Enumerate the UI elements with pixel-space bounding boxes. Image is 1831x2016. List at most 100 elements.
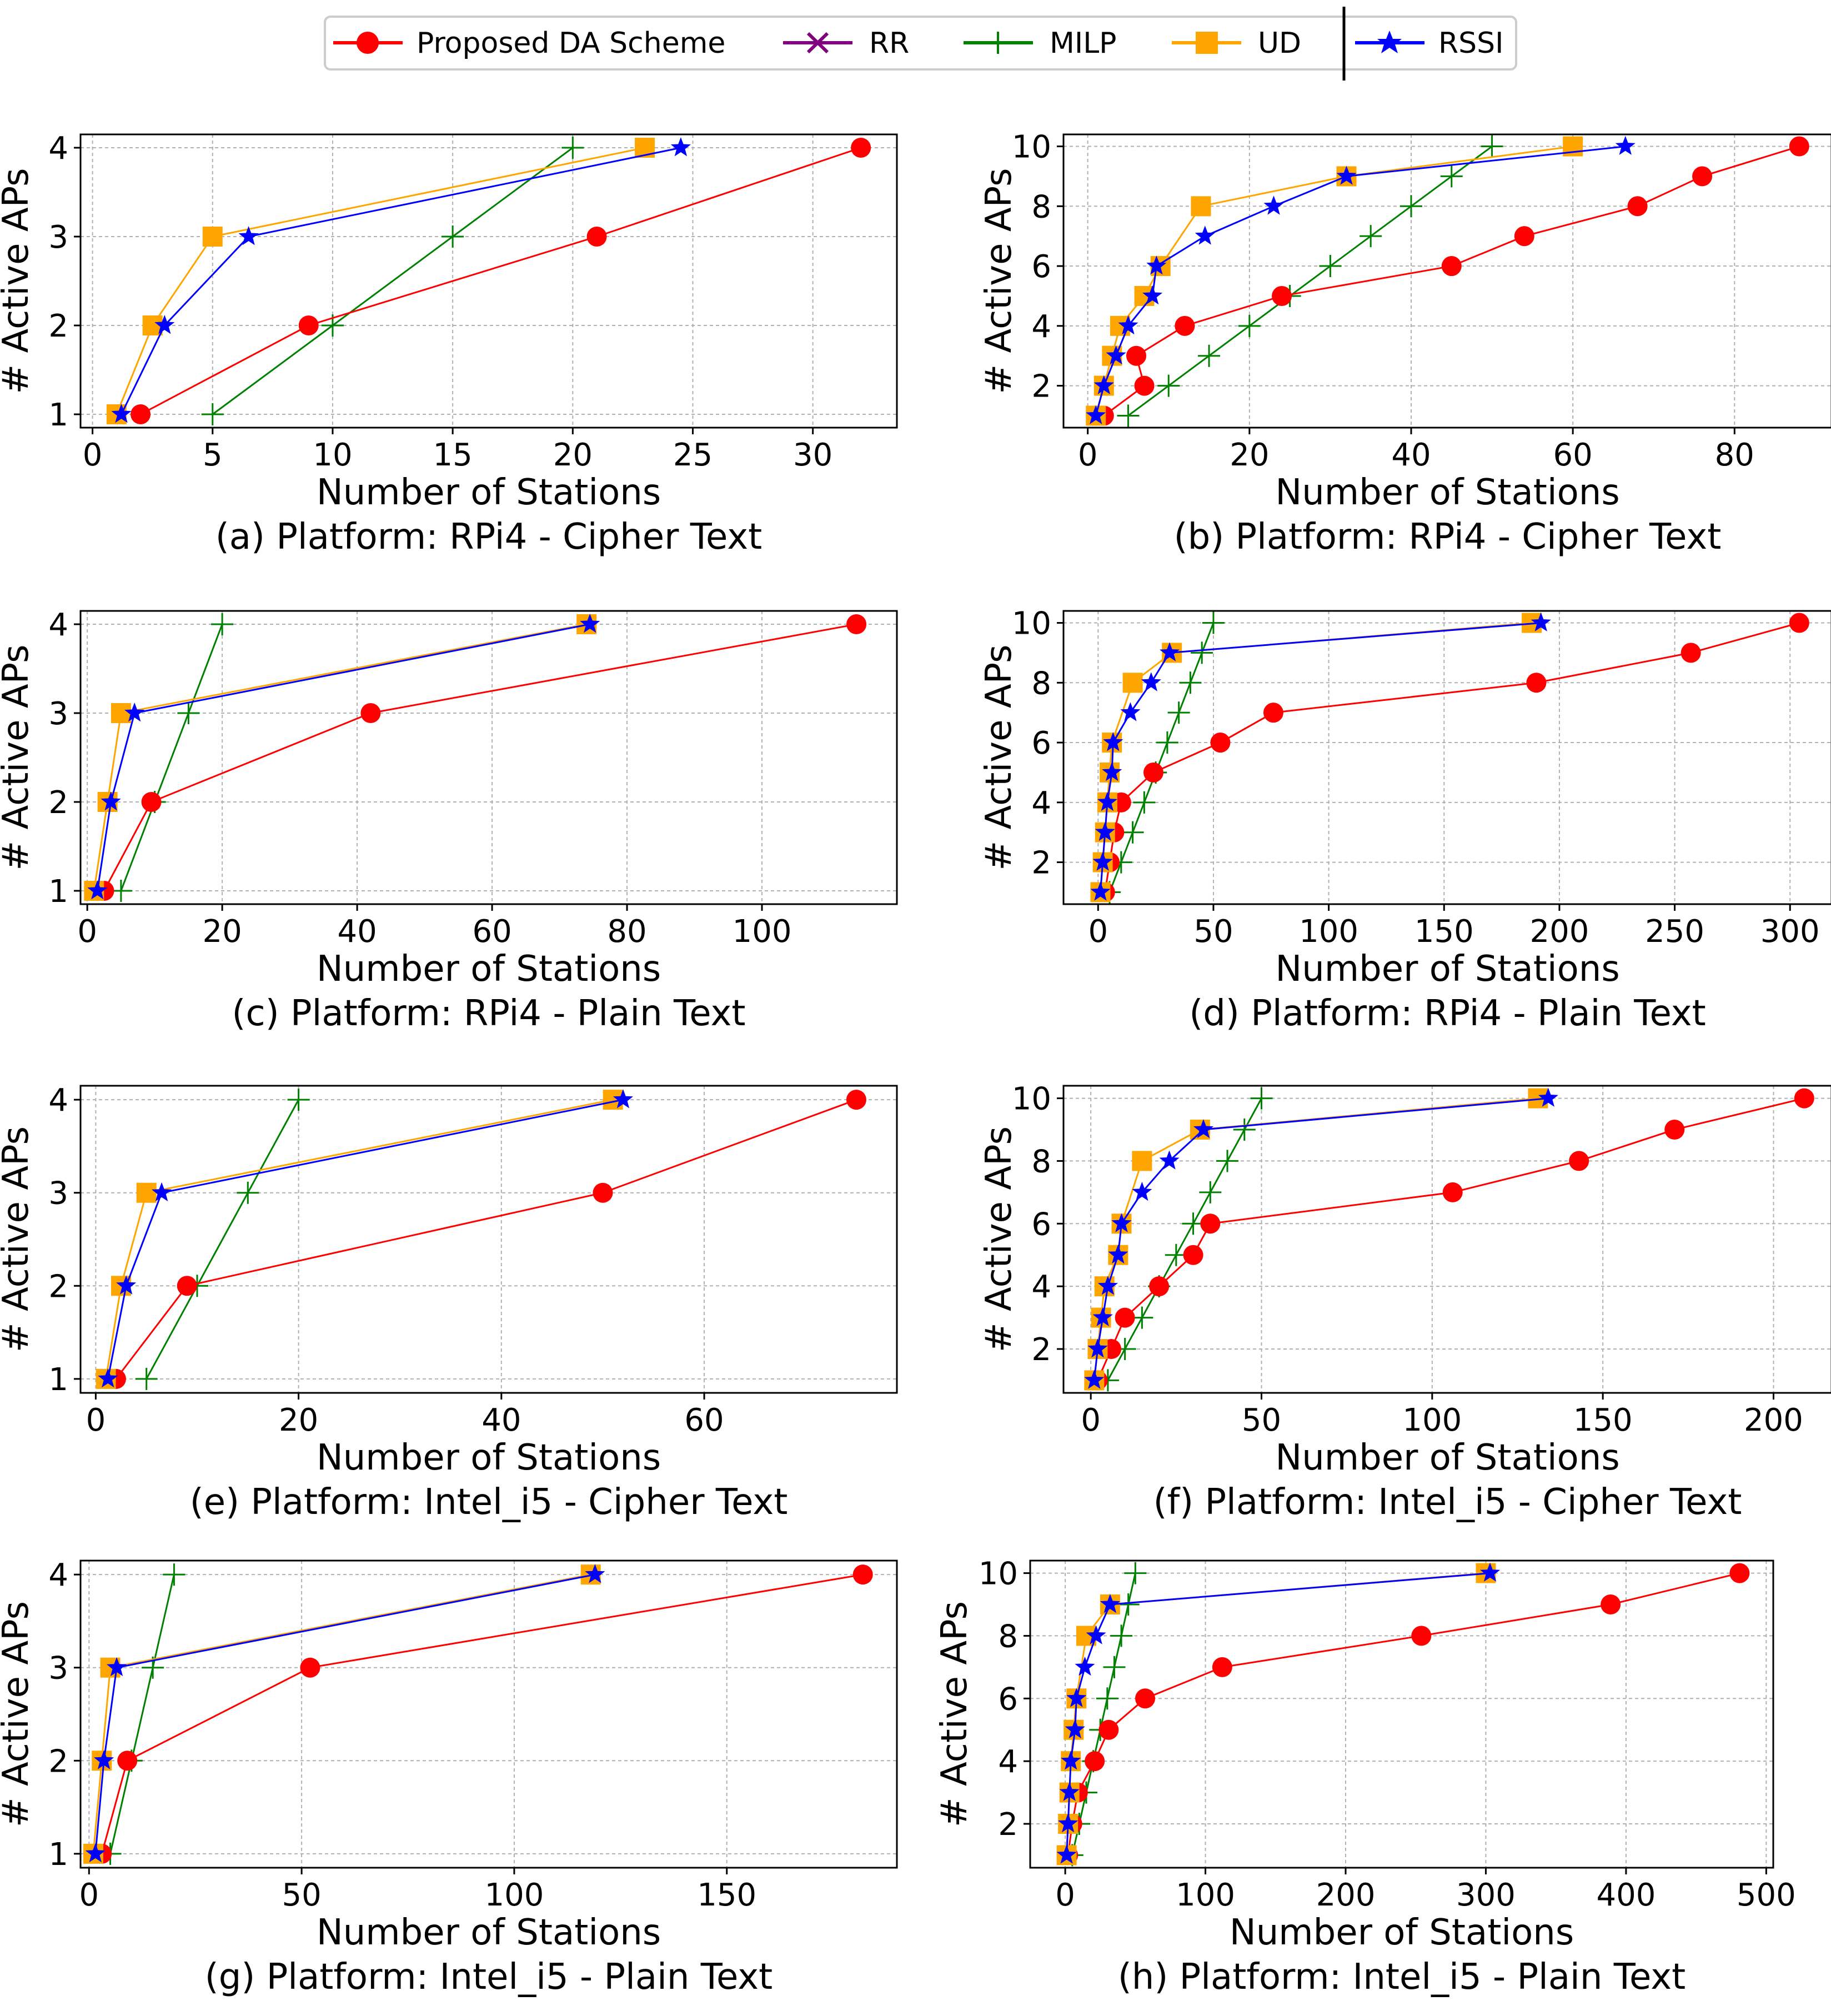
data-point-star bbox=[1193, 1119, 1214, 1139]
data-point-star bbox=[154, 315, 175, 334]
legend-entry-ud: UD bbox=[1172, 27, 1301, 60]
data-point-circle bbox=[1569, 1151, 1589, 1171]
series-ud bbox=[1056, 1563, 1496, 1865]
data-point-circle bbox=[1210, 733, 1231, 753]
series-line bbox=[1100, 622, 1532, 892]
data-point-plus bbox=[1238, 314, 1261, 337]
data-point-star bbox=[1086, 405, 1106, 424]
series-line bbox=[116, 147, 645, 415]
data-point-star bbox=[1160, 642, 1180, 661]
data-point-star bbox=[1195, 225, 1215, 245]
data-point-circle bbox=[1411, 1626, 1432, 1646]
series-line bbox=[120, 624, 223, 891]
data-point-plus bbox=[1117, 1593, 1140, 1616]
data-point-plus bbox=[442, 225, 464, 248]
data-point-circle bbox=[593, 1182, 613, 1203]
chart-panel-c: 0 20 40 60 80 100 1 2 3 4 Number of Stations # Acti… bbox=[0, 607, 898, 1034]
data-point-circle bbox=[846, 1090, 866, 1110]
series-milp bbox=[99, 1563, 185, 1865]
x-tick-label: 150 bbox=[1573, 1402, 1633, 1438]
panel-caption: (b) Platform: RPi4 - Cipher Text bbox=[1174, 516, 1722, 558]
y-tick-label: 1 bbox=[48, 1837, 68, 1873]
data-point-circle bbox=[1098, 1719, 1119, 1740]
legend-label-ud: UD bbox=[1258, 27, 1301, 60]
series-line bbox=[1095, 146, 1626, 416]
series-line bbox=[1097, 1097, 1805, 1381]
data-point-circle bbox=[1442, 1182, 1463, 1202]
data-point-circle bbox=[177, 1276, 197, 1296]
x-tick-label: 100 bbox=[1402, 1402, 1462, 1438]
series-rssi bbox=[1084, 1087, 1558, 1389]
data-point-circle bbox=[131, 404, 151, 424]
data-point-circle bbox=[1183, 1245, 1203, 1265]
data-point-circle bbox=[1149, 1276, 1170, 1297]
data-point-star bbox=[613, 1089, 633, 1109]
series-line bbox=[92, 1573, 591, 1854]
data-point-star bbox=[1097, 791, 1117, 811]
y-tick-label: 8 bbox=[1031, 665, 1051, 701]
chart-panel-f: 0 50 100 150 200 2 4 6 8 10 Number of Stations # Ac… bbox=[979, 1081, 1831, 1523]
data-point-circle bbox=[300, 1657, 320, 1678]
data-point-star bbox=[87, 880, 108, 900]
x-tick-label: 25 bbox=[673, 437, 713, 473]
y-tick-label: 3 bbox=[48, 219, 68, 255]
data-point-circle bbox=[1441, 256, 1462, 277]
plot-frame bbox=[79, 133, 898, 429]
y-tick-label: 8 bbox=[998, 1618, 1018, 1654]
data-point-plus bbox=[1103, 1656, 1126, 1678]
data-point-star bbox=[85, 1843, 106, 1863]
plot-frame bbox=[79, 1085, 898, 1394]
data-point-circle bbox=[1134, 375, 1155, 396]
data-point-star bbox=[580, 614, 600, 633]
series-line bbox=[1127, 146, 1493, 417]
chart-panel-b: 0 20 40 60 80 2 4 6 8 10 Number of Stations # Activ… bbox=[979, 129, 1831, 558]
data-point-star bbox=[1263, 195, 1284, 215]
series-milp bbox=[109, 613, 234, 902]
x-tick-label: 150 bbox=[697, 1877, 756, 1913]
data-point-star bbox=[1132, 1181, 1152, 1201]
series-line bbox=[115, 1099, 857, 1380]
y-tick-label: 4 bbox=[48, 131, 68, 167]
x-tick-label: 15 bbox=[433, 437, 473, 473]
plot-frame bbox=[1062, 133, 1831, 429]
data-point-star bbox=[98, 1368, 118, 1388]
plot-frame bbox=[1062, 610, 1831, 905]
data-point-plus bbox=[1124, 1562, 1147, 1584]
data-point-star bbox=[107, 1657, 127, 1677]
data-point-circle bbox=[1263, 703, 1283, 723]
data-point-star bbox=[1102, 761, 1122, 781]
x-tick-label: 100 bbox=[1299, 914, 1358, 950]
y-tick-label: 10 bbox=[979, 1556, 1018, 1592]
data-point-circle bbox=[1115, 1307, 1135, 1328]
data-point-plus bbox=[1198, 344, 1221, 367]
data-point-circle bbox=[1789, 613, 1809, 633]
series-ud bbox=[1086, 136, 1583, 426]
panel-caption: (c) Platform: RPi4 - Plain Text bbox=[232, 993, 746, 1034]
series-rssi bbox=[98, 1089, 633, 1388]
data-point-square bbox=[202, 227, 223, 247]
x-axis-title: Number of Stations bbox=[1275, 949, 1619, 990]
data-point-star bbox=[1103, 732, 1123, 751]
series-rssi bbox=[87, 614, 600, 900]
legend-entry-rssi: RSSI bbox=[1355, 27, 1503, 60]
x-axis-title: Number of Stations bbox=[317, 472, 661, 513]
x-tick-label: 100 bbox=[484, 1877, 544, 1913]
data-point-plus bbox=[1202, 611, 1225, 634]
x-tick-label: 60 bbox=[472, 914, 511, 950]
data-point-star bbox=[1146, 255, 1167, 275]
data-point-star bbox=[1106, 345, 1126, 365]
data-point-circle bbox=[1175, 315, 1195, 336]
data-point-star bbox=[1075, 1656, 1095, 1676]
series-line bbox=[94, 1573, 595, 1854]
legend: Proposed DA Scheme RR MILP UD RSSI bbox=[324, 16, 1517, 71]
x-tick-label: 200 bbox=[1744, 1402, 1803, 1438]
panel-caption: (g) Platform: Intel_i5 - Plain Text bbox=[205, 1957, 772, 1998]
plot-frame bbox=[79, 1559, 898, 1869]
series-line bbox=[1095, 146, 1573, 416]
x-tick-label: 400 bbox=[1596, 1877, 1656, 1913]
y-axis-title: # Active APs bbox=[0, 1601, 37, 1827]
data-point-plus bbox=[1133, 791, 1156, 814]
series-ud bbox=[83, 1564, 601, 1864]
data-point-star bbox=[1100, 1594, 1120, 1613]
series-line bbox=[1107, 1097, 1262, 1381]
